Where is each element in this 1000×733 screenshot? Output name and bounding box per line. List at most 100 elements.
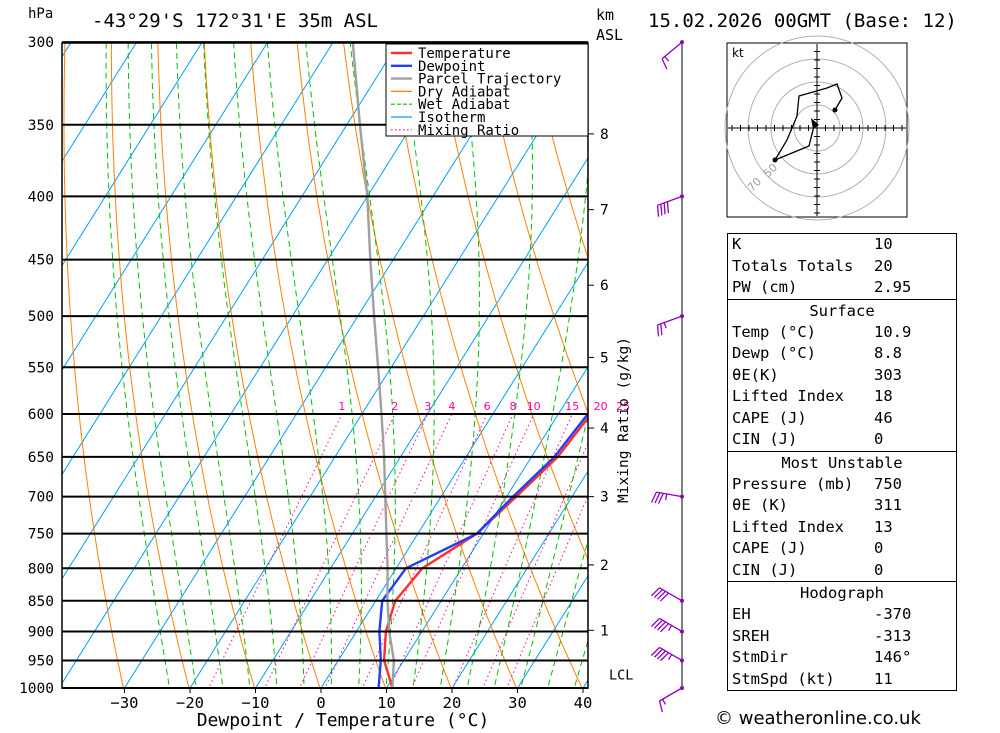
wet-adiabat-line [105, 43, 171, 688]
surface-row: CAPE (J) 46 [728, 408, 956, 430]
wind-barb-feather [660, 652, 670, 662]
mixing-ratio-line [298, 413, 429, 688]
wind-barb [656, 194, 684, 217]
pressure-tick-label: 700 [28, 490, 54, 506]
wind-barb-feather [653, 589, 663, 599]
km-tick-label: 6 [600, 278, 609, 294]
profile-parcel-trajectory [351, 43, 396, 688]
height-unit-label: km [596, 6, 615, 24]
surface-label: Dewp (°C) [732, 344, 816, 362]
pressure-tick-label: 800 [28, 561, 54, 577]
wet-adiabat-line [127, 43, 197, 688]
x-axis-label: Dewpoint / Temperature (°C) [197, 710, 490, 731]
wind-barb-feather [656, 621, 667, 631]
surface-label: Lifted Index [732, 387, 844, 405]
km-tick-label: 7 [600, 203, 609, 219]
index-value: 20 [874, 256, 893, 275]
wind-barb-half-feather [661, 698, 667, 705]
hodograph-stat-value: -313 [874, 626, 912, 645]
pressure-tick-label: 750 [28, 527, 54, 543]
wind-barb-half-feather [668, 654, 673, 661]
wet-adiabat-line [573, 638, 588, 688]
mixing-ratio-label: 10 [527, 400, 541, 413]
hodograph-endpoint [832, 107, 838, 113]
wind-barb-feather [650, 618, 660, 627]
pressure-tick-label: 900 [28, 624, 54, 640]
copyright-text: © weatheronline.co.uk [715, 708, 921, 729]
wind-barb [658, 686, 684, 713]
legend-entry: Dewpoint [418, 59, 485, 75]
temp-tick-label: 0 [316, 694, 325, 712]
km-tick-label: 5 [600, 350, 609, 366]
wind-barb-staff [659, 687, 683, 702]
mixing-ratio-label: 15 [565, 400, 579, 413]
wet-adiabat-line [439, 43, 480, 688]
hodograph-stat-value: -370 [874, 605, 912, 623]
pressure-unit-label: hPa [28, 6, 54, 22]
index-label: Totals Totals [732, 256, 854, 275]
mixing-ratio-label: 8 [510, 400, 517, 413]
most-unstable-row: CAPE (J) 0 [728, 538, 956, 560]
surface-value: 46 [874, 408, 893, 427]
km-tick-label: 8 [600, 127, 609, 143]
most-unstable-label: Pressure (mb) [732, 474, 854, 493]
wind-barb-feather [650, 647, 660, 656]
isotherm-line [62, 43, 268, 371]
dry-adiabat-line [389, 43, 583, 688]
mixing-ratio-axis-label: Mixing Ratio (g/kg) [616, 337, 632, 503]
wind-barb [650, 491, 684, 504]
wind-barb-staff [656, 491, 683, 498]
dry-adiabat-line [250, 43, 387, 688]
index-row: Totals Totals 20 [728, 256, 956, 278]
wind-barb-half-feather [668, 625, 673, 631]
mixing-ratio-label: 25 [616, 400, 630, 413]
wind-barb-staff [661, 41, 683, 60]
km-tick-label: 4 [600, 421, 609, 437]
most-unstable-value: 13 [874, 517, 893, 536]
surface-value: 10.9 [874, 322, 912, 341]
dry-adiabat-line [435, 43, 588, 561]
most-unstable-label: Lifted Index [732, 517, 844, 536]
surface-label: CAPE (J) [732, 408, 807, 427]
pressure-tick-label: 500 [28, 309, 54, 325]
surface-row: θE(K) 303 [728, 365, 956, 387]
hodograph-stat-row: SREH -313 [728, 626, 956, 648]
wind-barb-feather [654, 492, 661, 504]
index-value: 10 [874, 235, 893, 253]
index-label: PW (cm) [732, 278, 798, 296]
pressure-tick-label: 600 [28, 407, 54, 423]
hodograph-trace [773, 83, 843, 162]
wind-barb [650, 617, 684, 634]
most-unstable-value: 750 [874, 474, 902, 493]
mixing-ratio-line [361, 413, 488, 688]
mixing-ratio-label: 3 [424, 400, 431, 413]
most-unstable-row: Lifted Index 13 [728, 517, 956, 539]
wind-barb-feather [656, 650, 667, 660]
wind-barb-feather [656, 324, 660, 337]
wet-adiabat-line [349, 43, 396, 688]
hodograph-stat-row: StmSpd (kt) 11 [728, 669, 956, 691]
mixing-ratio-label: 2 [391, 400, 398, 413]
hodograph-stat-label: SREH [732, 626, 770, 645]
pressure-tick-label: 650 [28, 450, 54, 466]
legend-entry: Parcel Trajectory [418, 72, 561, 88]
km-tick-label: 2 [600, 558, 609, 574]
legend-entry: Mixing Ratio [418, 123, 519, 139]
isotherm-line [0, 5, 29, 714]
isotherm-line [320, 261, 588, 688]
mixing-ratio-line [506, 494, 588, 688]
wind-barb-staff [659, 646, 683, 662]
height-unit-label-asl: ASL [596, 26, 624, 44]
hodograph-stat-row: StmDir 146° [728, 647, 956, 669]
surface-value: 8.8 [874, 344, 902, 362]
surface-value: 18 [874, 387, 893, 405]
surface-label: θE(K) [732, 365, 779, 384]
dry-adiabat-line [976, 5, 1000, 714]
most-unstable-label: θE (K) [732, 496, 788, 514]
most-unstable-row: θE (K) 311 [728, 495, 956, 517]
temp-tick-label: 40 [574, 694, 593, 712]
wind-barb-feather [660, 592, 670, 602]
